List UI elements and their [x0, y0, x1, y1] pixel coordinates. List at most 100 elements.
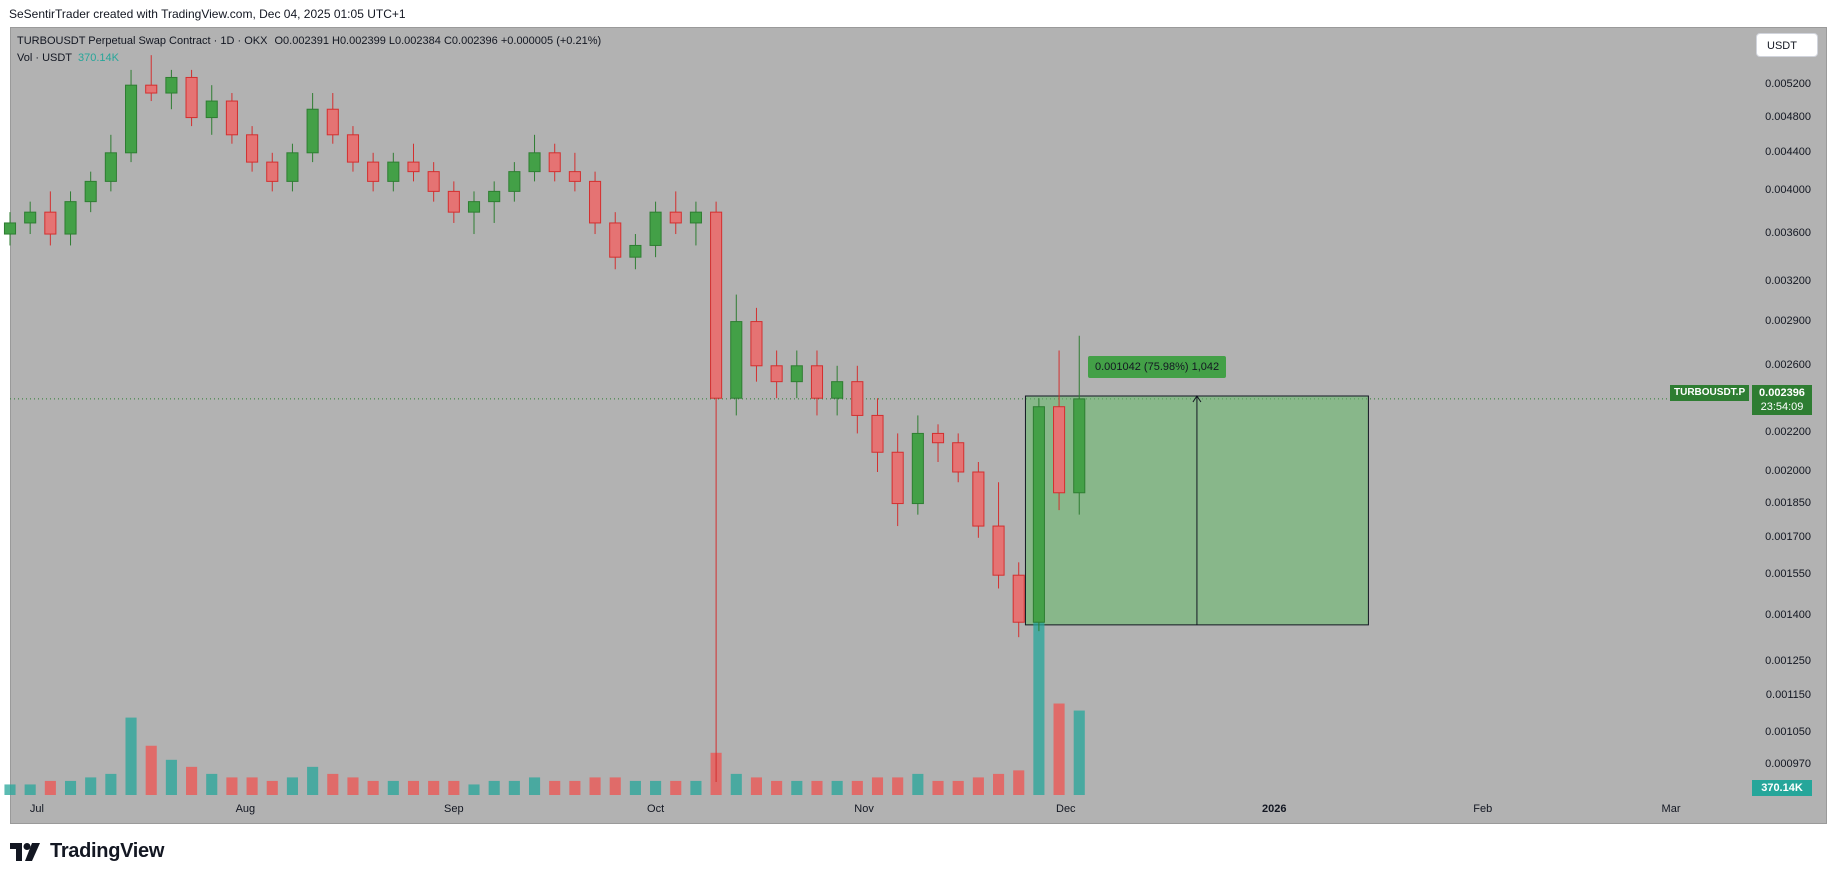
candle-body	[1032, 406, 1045, 623]
volume-bar	[871, 777, 884, 795]
candle-body	[24, 211, 37, 224]
candle-body	[568, 171, 581, 182]
volume-bar	[125, 717, 137, 795]
candle-body	[145, 84, 158, 94]
candle-body	[367, 161, 380, 182]
time-tick-label: Oct	[647, 803, 665, 815]
volume-bar	[1013, 770, 1025, 795]
candle-body	[589, 180, 602, 224]
candle-body	[104, 152, 117, 182]
candle-body	[548, 152, 561, 173]
volume-bar	[609, 777, 621, 795]
candle-body	[407, 161, 420, 173]
time-tick-label: Nov	[854, 803, 874, 815]
candle-body	[669, 211, 682, 224]
candle-body	[346, 134, 360, 163]
volume-bar	[4, 784, 16, 795]
candle-body	[467, 201, 481, 213]
candle-body	[992, 525, 1005, 576]
price-tick-label: 0.002000	[1765, 465, 1811, 477]
volume-bar	[730, 773, 742, 795]
candle-body	[387, 161, 400, 182]
candle-body	[689, 211, 702, 224]
measure-tool-label[interactable]: 0.001042 (75.98%) 1,042	[1088, 356, 1227, 378]
candle-body	[750, 321, 763, 367]
volume-bar	[165, 759, 177, 795]
legend-high: H0.002399	[332, 35, 386, 47]
price-tick-label: 0.005200	[1765, 78, 1811, 91]
volume-bar	[1053, 703, 1065, 795]
volume-bar	[771, 780, 783, 795]
tradingview-footer[interactable]: TradingView	[10, 840, 164, 863]
time-tick-label: Dec	[1056, 803, 1076, 815]
current-price-badge: 0.002396 23:54:09	[1752, 385, 1812, 415]
volume-bar	[206, 773, 218, 795]
candle-body	[770, 365, 783, 383]
volume-bar	[186, 766, 198, 795]
time-tick-label: 2026	[1262, 803, 1287, 815]
volume-bar	[569, 780, 581, 795]
volume-bar	[64, 780, 77, 795]
volume-bar	[629, 780, 641, 795]
volume-bar	[266, 780, 278, 795]
candle-body	[427, 171, 440, 192]
volume-bar	[246, 777, 258, 795]
candle-body	[165, 76, 178, 94]
price-tick-label: 0.001400	[1765, 609, 1811, 622]
volume-bar	[286, 777, 298, 795]
legend-change: +0.000005 (+0.21%)	[500, 35, 602, 47]
price-tick-label: 0.003200	[1765, 274, 1811, 287]
legend-symbol[interactable]: TURBOUSDT Perpetual Swap Contract · 1D ·…	[17, 35, 268, 47]
volume-badge: 370.14K	[1752, 780, 1812, 796]
price-tick-label: 0.004800	[1765, 110, 1811, 123]
time-tick-label: Aug	[235, 803, 256, 815]
candle-body	[972, 471, 985, 527]
candle-body	[266, 161, 279, 182]
volume-bar	[589, 777, 601, 795]
currency-button[interactable]: USDT	[1756, 33, 1818, 57]
volume-bar	[791, 780, 803, 795]
volume-label[interactable]: Vol · USDT	[17, 52, 73, 64]
price-tick-label: 0.001700	[1765, 530, 1811, 543]
candle-body	[508, 171, 521, 192]
candle-body	[246, 134, 259, 163]
legend-open: O0.002391	[274, 35, 329, 47]
volume-bar	[1033, 605, 1045, 795]
bar-countdown: 23:54:09	[1760, 401, 1804, 413]
price-tick-label: 0.001250	[1765, 655, 1811, 668]
volume-bar	[85, 777, 97, 795]
candle-body	[124, 84, 138, 154]
volume-bar	[44, 780, 56, 795]
volume-bar	[528, 777, 541, 795]
volume-bar	[508, 780, 520, 795]
candle-body	[286, 152, 299, 182]
volume-bar	[407, 780, 420, 795]
candle-body	[1073, 398, 1086, 494]
candle-body	[810, 365, 824, 399]
tradingview-logo-icon	[10, 842, 40, 861]
candle-body	[609, 222, 622, 258]
volume-value: 370.14K	[78, 52, 119, 64]
legend-close: C0.002396	[443, 35, 498, 47]
volume-bar	[932, 780, 944, 795]
volume-bar	[750, 777, 763, 795]
candle-body	[891, 451, 904, 505]
volume-bar	[367, 780, 379, 795]
price-tick-label: 0.003600	[1765, 227, 1811, 240]
candle-body	[84, 180, 97, 203]
candle-body	[1053, 406, 1066, 494]
candle-body	[528, 152, 541, 173]
time-tick-label: Feb	[1473, 803, 1493, 815]
candle-body	[831, 381, 844, 399]
volume-bar	[670, 780, 682, 795]
candle-body	[44, 211, 57, 235]
candle-body	[629, 244, 642, 258]
price-tick-label: 0.002600	[1765, 358, 1811, 371]
time-tick-label: Mar	[1661, 803, 1681, 815]
volume-bar	[347, 777, 359, 795]
candle-body	[306, 108, 319, 154]
tradingview-logo-text: TradingView	[50, 840, 165, 862]
chart-caption: SeSentirTrader created with TradingView.…	[9, 7, 406, 21]
candle-body	[326, 108, 339, 136]
